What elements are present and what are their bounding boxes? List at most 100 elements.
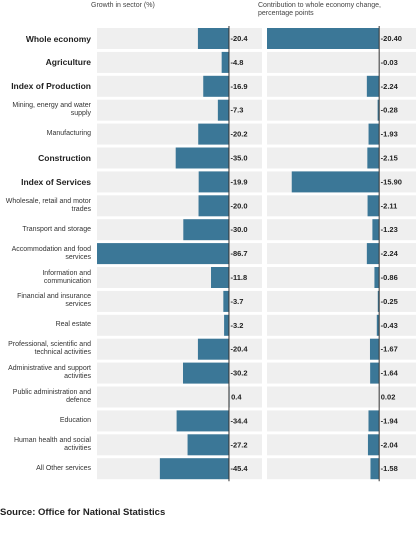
category-label: Administrative and support activities (8, 365, 91, 381)
category-label: Wholesale, retail and motor trades (5, 197, 91, 213)
value-label: -86.7 (230, 249, 247, 258)
value-label: -2.11 (381, 201, 398, 210)
category-label: Professional, scientific and technical a… (8, 341, 91, 357)
value-label: -27.2 (230, 440, 247, 449)
category-label: Education (59, 416, 91, 424)
value-label: -11.8 (230, 273, 247, 282)
bar (376, 314, 380, 336)
bar (366, 75, 380, 97)
category-label: Whole economy (25, 33, 91, 44)
value-label: -35.0 (230, 153, 247, 162)
bar (367, 434, 380, 456)
bar (197, 338, 229, 360)
value-label: -2.24 (381, 82, 399, 91)
value-label: -19.9 (230, 177, 247, 186)
value-label: -30.0 (230, 225, 247, 234)
category-label: Manufacturing (46, 130, 91, 138)
bar (368, 410, 380, 432)
value-label: -2.04 (381, 440, 399, 449)
bar (223, 290, 229, 312)
bar (367, 195, 380, 217)
category-label: Information and communication (42, 269, 91, 285)
row-background (97, 290, 262, 312)
category-label: Human health and social activities (13, 436, 91, 452)
bar (291, 171, 380, 193)
category-label: Index of Production (11, 81, 91, 92)
bar (377, 99, 380, 121)
value-label: -1.94 (381, 416, 399, 425)
category-label: Financial and insurance services (17, 293, 91, 309)
bar (159, 458, 229, 480)
value-label: -1.64 (381, 369, 399, 378)
value-label: -45.4 (230, 464, 248, 473)
bar (211, 267, 229, 288)
category-label: Mining, energy and water supply (12, 102, 91, 118)
source: Source: Office for National Statistics (0, 507, 166, 518)
category-label: Index of Services (21, 176, 91, 187)
row-background (97, 386, 262, 408)
value-label: -20.4 (230, 34, 248, 43)
panel-title: Contribution to whole economy change, pe… (258, 2, 381, 17)
category-label: Transport and storage (22, 225, 91, 233)
value-label: -2.24 (381, 249, 399, 258)
value-label: -7.3 (230, 106, 243, 115)
bar (187, 434, 229, 456)
bar (198, 195, 229, 217)
value-label: -20.4 (230, 345, 248, 354)
value-label: -30.2 (230, 369, 247, 378)
value-label: -15.90 (381, 177, 402, 186)
bar (368, 123, 380, 145)
bar (370, 458, 380, 480)
category-label: Real estate (55, 321, 91, 329)
bar (366, 243, 380, 265)
bar (370, 362, 380, 384)
value-label: -34.4 (230, 416, 248, 425)
value-label: -0.43 (381, 321, 398, 330)
panel-title: Growth in sector (%) (91, 2, 155, 9)
bar (97, 243, 229, 265)
value-label: -16.9 (230, 82, 247, 91)
value-label: -0.25 (381, 297, 398, 306)
category-label: Public administration and defence (12, 389, 91, 404)
bar (175, 147, 229, 169)
value-label: 0.02 (381, 392, 396, 401)
category-label: Accommodation and food services (11, 245, 91, 261)
row-background (97, 314, 262, 336)
value-label: -1.67 (381, 345, 398, 354)
bar (224, 314, 229, 336)
value-label: -3.2 (230, 321, 243, 330)
bar (183, 219, 229, 241)
category-label: Agriculture (45, 57, 91, 68)
bar (221, 51, 229, 73)
bar (377, 290, 380, 312)
value-label: -1.93 (381, 130, 398, 139)
value-label: -20.0 (230, 201, 247, 210)
bar (267, 28, 380, 49)
value-label: -20.40 (381, 34, 402, 43)
row-background (97, 51, 262, 73)
value-label: -0.03 (381, 58, 398, 67)
value-label: -20.2 (230, 130, 247, 139)
value-label: -3.7 (230, 297, 243, 306)
bar (217, 99, 229, 121)
value-label: -1.23 (381, 225, 398, 234)
category-label: Construction (38, 153, 91, 163)
bar (197, 28, 229, 49)
bar (176, 410, 229, 432)
bar (183, 362, 229, 384)
value-label: -4.8 (230, 58, 243, 67)
category-label: All Other services (36, 464, 91, 472)
bar (198, 171, 229, 193)
value-label: 0.4 (231, 392, 242, 401)
bar (372, 219, 380, 241)
value-label: -1.58 (381, 464, 398, 473)
value-label: -0.86 (381, 273, 398, 282)
bar (367, 147, 380, 169)
bar (203, 75, 229, 97)
bar (369, 338, 380, 360)
bar (374, 267, 380, 288)
value-label: -0.28 (381, 106, 398, 115)
bar (198, 123, 229, 145)
